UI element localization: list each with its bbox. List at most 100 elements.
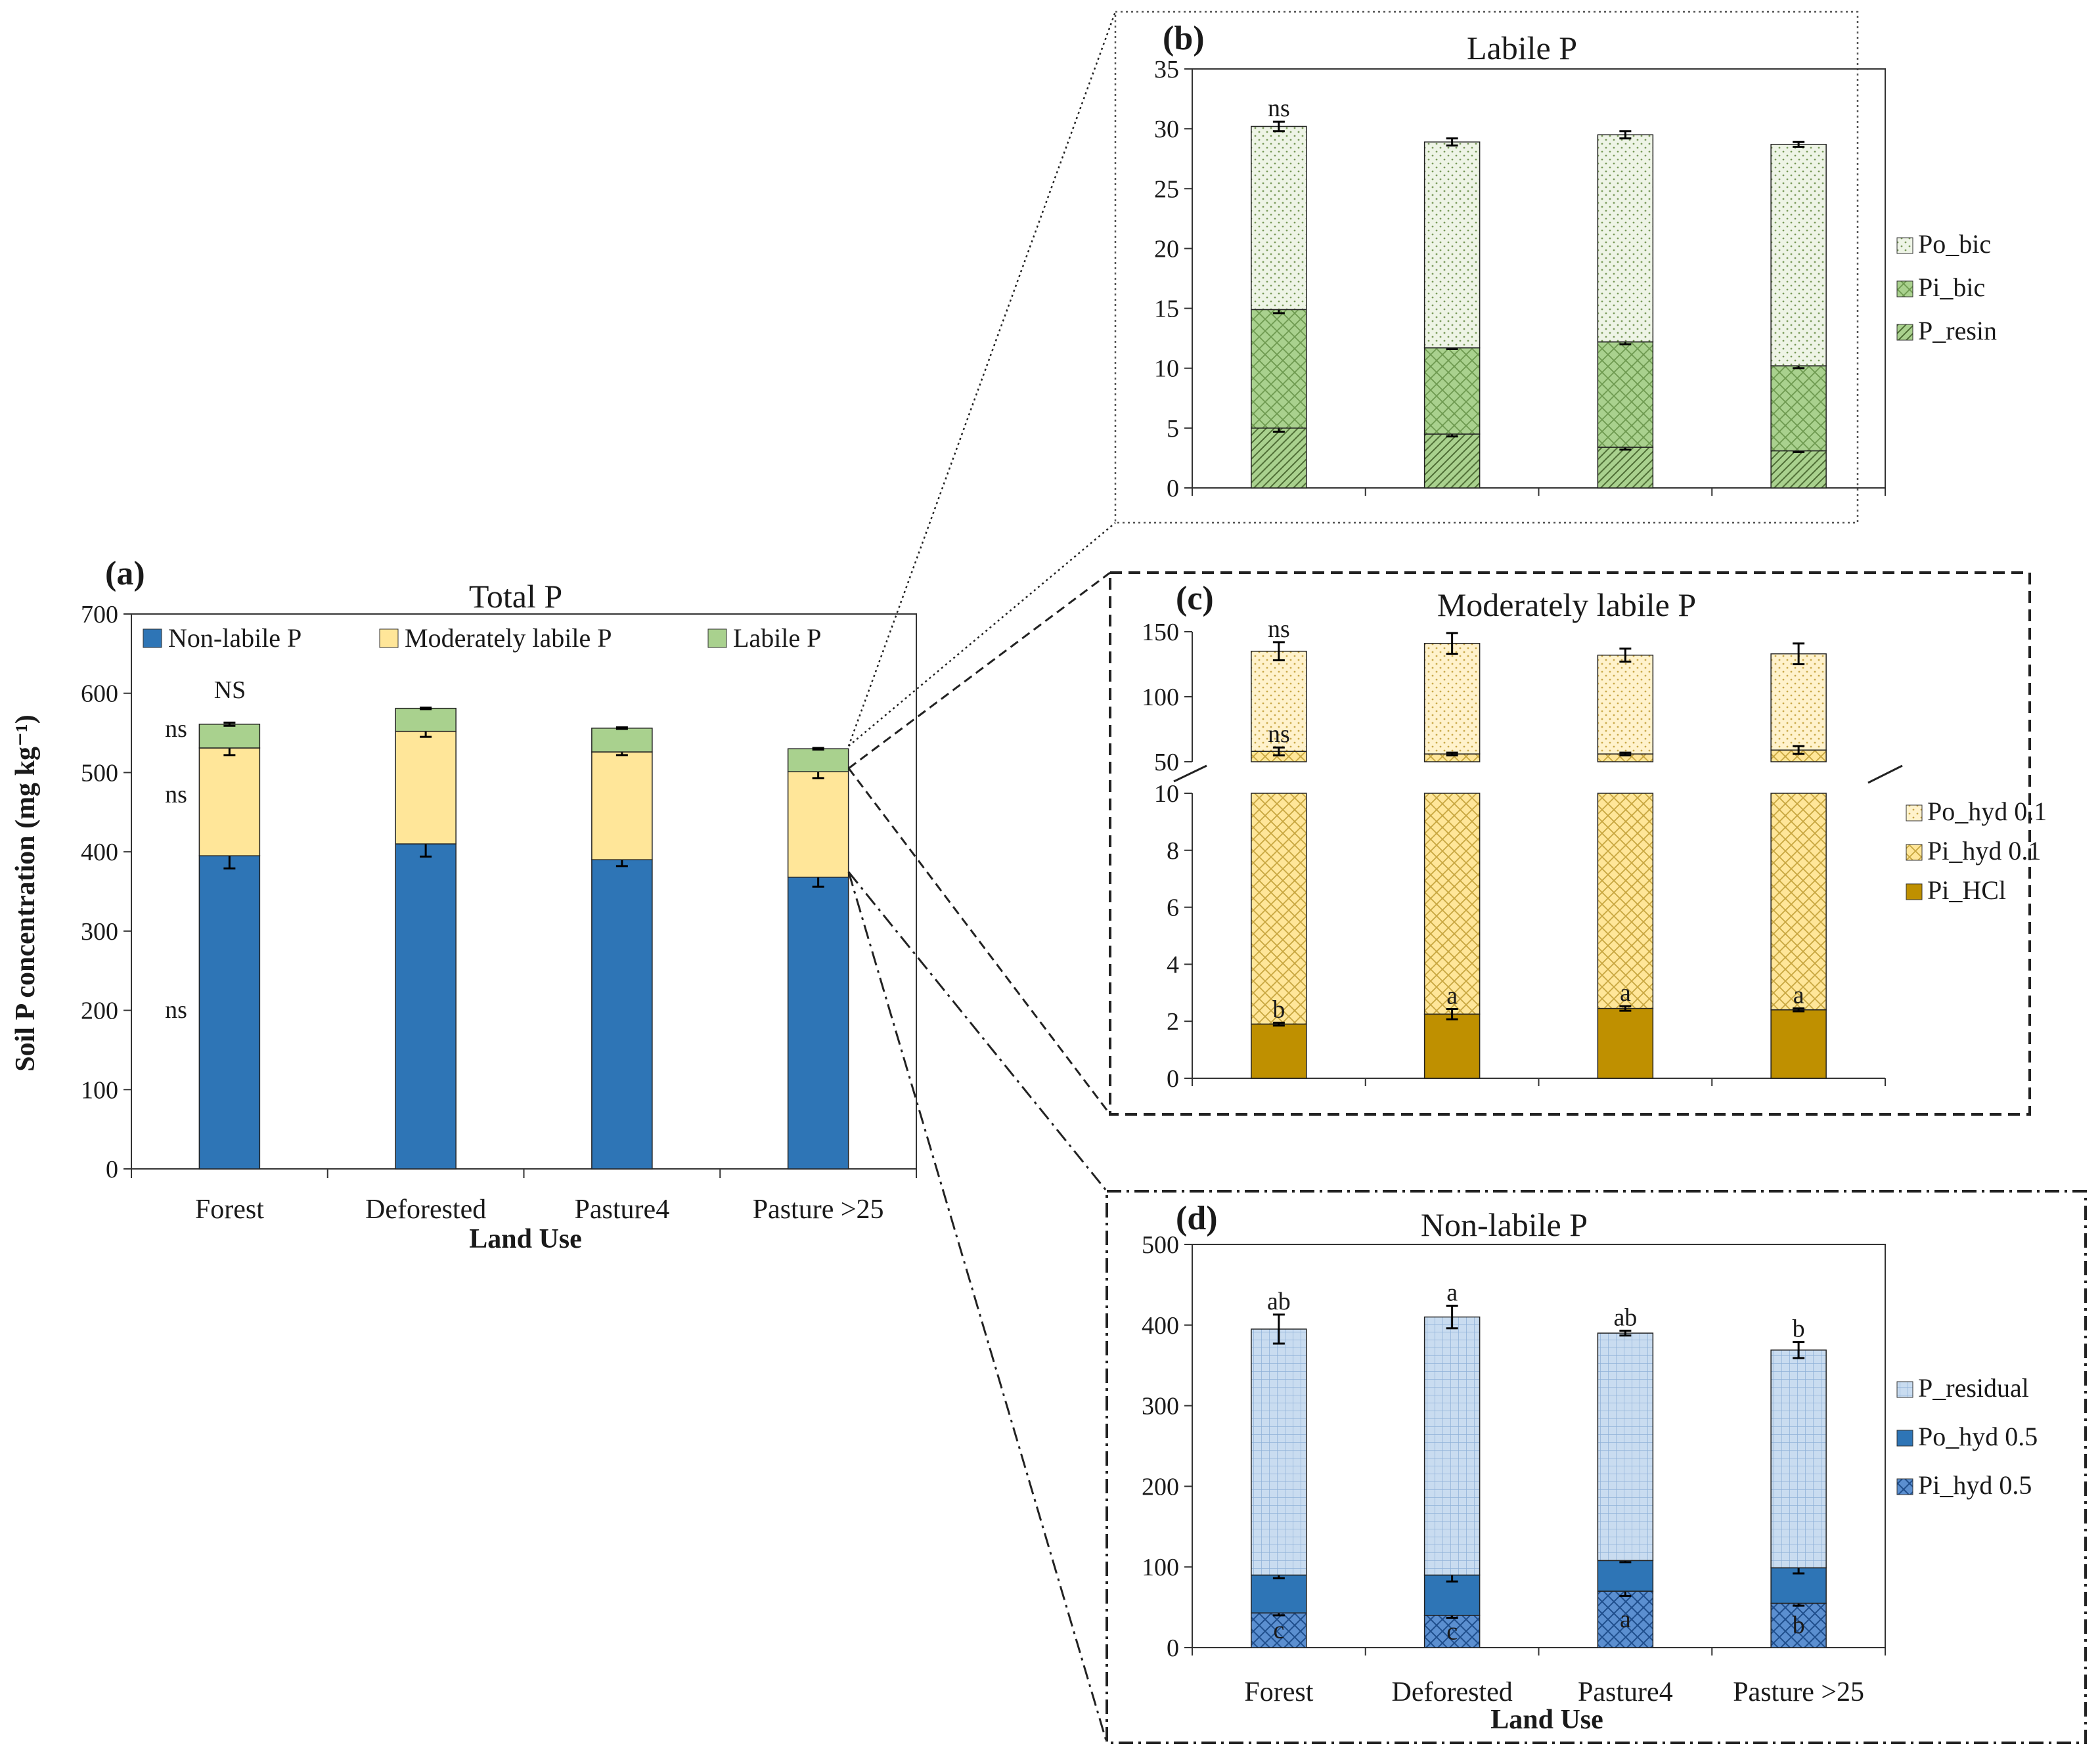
panel-b-frame	[1114, 11, 1859, 524]
bar-p-residual-3	[1770, 1349, 1827, 1569]
panel-c-lower-ytick-label: 0	[1167, 1065, 1179, 1093]
panel-c-upper-ytick-label: 50	[1154, 749, 1179, 776]
annotation-moderately: ns	[165, 781, 187, 808]
panel-b-ytick-label: 15	[1154, 296, 1179, 323]
bar-non-labile-p-3	[787, 877, 849, 1170]
bar-pi-bic-3	[1770, 365, 1827, 452]
significance-letter: a	[1620, 979, 1631, 1007]
significance-letter: ns	[1268, 720, 1290, 748]
panel-d-ytick-label: 100	[1142, 1554, 1179, 1581]
panel-a-ytick-label: 0	[106, 1156, 118, 1183]
legend-swatch-nonlabile	[143, 628, 162, 648]
panel-d-title: Non-labile P	[1421, 1206, 1588, 1243]
bar-pi-hcl-2	[1597, 1007, 1654, 1079]
error-bar	[1793, 1007, 1805, 1013]
error-bar	[1446, 137, 1458, 147]
panel-b-legend: Po_bic Pi_bic P_resin	[1896, 229, 1997, 345]
significance-letter: a	[1620, 1606, 1631, 1633]
panel-c-upper-ytick-label: 100	[1142, 684, 1179, 711]
legend-swatch-pi-hyd01	[1906, 844, 1923, 861]
significance-letter: a	[1446, 1279, 1458, 1306]
legend-swatch-p-residual	[1896, 1381, 1913, 1398]
panel-d-category-label: Pasture4	[1578, 1677, 1673, 1707]
annotation-nonlabile: ns	[165, 996, 187, 1024]
significance-letter: ns	[1268, 95, 1290, 122]
legend-swatch-po-bic	[1896, 237, 1913, 254]
panel-c-title: Moderately labile P	[1437, 586, 1696, 623]
panel-b-ytick-label: 20	[1154, 235, 1179, 263]
significance-letter: b	[1793, 1315, 1805, 1343]
connector-nonlabile-bottom	[847, 871, 1108, 1743]
error-bar	[1272, 1021, 1285, 1027]
legend-swatch-po-hyd05	[1896, 1430, 1913, 1447]
panel-c-bars: b ns ns a a a	[1251, 615, 1827, 1079]
panel-a-category-label: Deforested	[365, 1195, 486, 1225]
legend-swatch-pi-bic	[1896, 280, 1913, 297]
error-bar	[1793, 745, 1805, 755]
bar-moderately-labile-p-1	[395, 730, 457, 844]
panel-b-ytick-label: 25	[1154, 175, 1179, 203]
bar-po-bic-3	[1770, 144, 1827, 366]
bar-labile-p-3	[787, 748, 849, 772]
error-bar	[1446, 751, 1458, 756]
legend-label-nonlabile: Non-labile P	[168, 623, 302, 653]
bar-moderately-labile-p-2	[591, 751, 653, 860]
bar-pi-bic-2	[1597, 341, 1654, 448]
error-bar	[1272, 120, 1285, 133]
significance-letter: c	[1446, 1617, 1458, 1645]
legend-label-p-residual: P_residual	[1918, 1373, 2029, 1403]
bar-p-residual-1	[1423, 1316, 1481, 1576]
legend-swatch-labile	[707, 628, 727, 648]
error-bar	[1272, 641, 1285, 662]
significance-letter: a	[1793, 982, 1804, 1009]
legend-swatch-pi-hcl	[1906, 883, 1923, 900]
bar-pi-hyd01-lower-0	[1251, 793, 1307, 1025]
legend-label-pi-hyd05: Pi_hyd 0.5	[1918, 1470, 2032, 1500]
legend-swatch-pi-hyd05	[1896, 1478, 1913, 1495]
panel-b-bars: aansacbbbc	[1251, 95, 1827, 489]
error-bar	[1619, 1329, 1632, 1337]
bar-po-hyd-0-5-0	[1251, 1574, 1307, 1613]
panel-d-ytick-label: 400	[1142, 1312, 1179, 1340]
panel-c-lower-ytick-label: 2	[1167, 1008, 1179, 1036]
panel-a-bars	[198, 706, 849, 1170]
panel-c-frame	[1109, 571, 2031, 1116]
panel-c-y-axis: 0 2 4 6 8 10 50 100 150	[1142, 619, 1903, 1093]
bar-non-labile-p-2	[591, 859, 653, 1170]
axis-break-mark	[1867, 764, 1903, 784]
annotation-total: NS	[214, 676, 246, 704]
bar-pi-hyd-0-5-3	[1770, 1602, 1827, 1648]
error-bar	[1619, 130, 1632, 140]
connector-labile-top	[847, 11, 1117, 747]
bar-non-labile-p-0	[198, 855, 261, 1170]
bar-pi-hcl-0	[1251, 1023, 1307, 1079]
panel-a-title: Total P	[469, 578, 562, 615]
bar-po-hyd01-3	[1770, 653, 1827, 751]
bar-pi-hyd-0-5-2	[1597, 1590, 1654, 1648]
error-bar	[420, 706, 432, 711]
panel-a-category-label: Pasture4	[575, 1195, 670, 1225]
connector-labile-bottom	[848, 522, 1116, 747]
panel-d-label: (d)	[1176, 1200, 1218, 1237]
error-bar	[1793, 642, 1805, 665]
panel-d-category-label: Pasture >25	[1733, 1677, 1864, 1707]
significance-letter: ab	[1613, 1304, 1637, 1331]
panel-d-x-axis: Forest Deforested Pasture4 Pasture >25	[1192, 1648, 1886, 1707]
panel-d-category-label: Forest	[1244, 1677, 1313, 1707]
bar-moderately-labile-p-0	[198, 747, 261, 856]
legend-label-moderately: Moderately labile P	[405, 623, 612, 653]
panel-b-label: (b)	[1163, 20, 1205, 57]
panel-b-ytick-label: 30	[1154, 116, 1179, 143]
significance-letter: a	[1446, 982, 1458, 1010]
annotation-labile: ns	[165, 715, 187, 743]
panel-c-lower-ytick-label: 8	[1167, 837, 1179, 865]
bar-p-resin-0	[1251, 428, 1307, 489]
error-bar	[1793, 141, 1805, 148]
panel-d-xlabel: Land Use	[1490, 1705, 1603, 1735]
bar-pi-hyd01-lower-2	[1597, 793, 1654, 1009]
panel-c-label: (c)	[1176, 580, 1214, 617]
panel-a-ytick-label: 600	[81, 680, 118, 708]
significance-letter: c	[1273, 1617, 1284, 1644]
